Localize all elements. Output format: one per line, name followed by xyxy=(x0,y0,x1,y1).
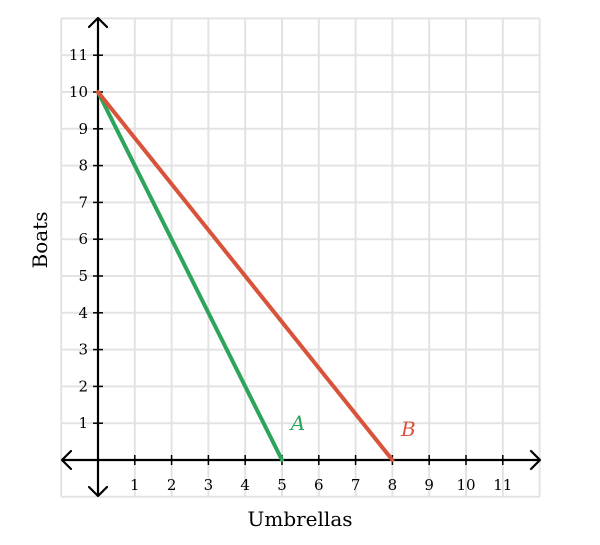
x-axis-title: Umbrellas xyxy=(248,507,353,531)
x-tick-label: 10 xyxy=(456,476,475,494)
y-tick-label: 2 xyxy=(78,377,88,395)
y-axis-title: Boats xyxy=(28,212,52,269)
x-tick-label: 5 xyxy=(277,476,287,494)
x-tick-label: 6 xyxy=(314,476,324,494)
y-tick-label: 11 xyxy=(69,46,88,64)
y-tick-label: 9 xyxy=(78,120,88,138)
series-line-b xyxy=(96,90,395,462)
series-label-b: B xyxy=(400,417,416,441)
x-tick-label: 9 xyxy=(424,476,434,494)
y-axis-arrow-up-icon xyxy=(87,16,109,29)
y-tick-label: 6 xyxy=(78,230,88,248)
y-tick-label: 4 xyxy=(78,304,88,322)
grid-layer xyxy=(60,17,541,498)
x-tick-label: 3 xyxy=(204,476,214,494)
x-axis-arrow-right-icon xyxy=(529,449,542,471)
axes-layer xyxy=(60,16,542,498)
y-axis-arrow-down-icon xyxy=(87,485,109,498)
y-tick-label: 5 xyxy=(78,267,88,285)
y-tick-label: 10 xyxy=(69,83,88,101)
x-axis-arrow-left-icon xyxy=(60,449,73,471)
y-tick-label: 7 xyxy=(78,193,88,211)
x-tick-label: 11 xyxy=(493,476,512,494)
y-tick-label: 3 xyxy=(78,341,88,359)
x-tick-label: 2 xyxy=(167,476,177,494)
series-label-a: A xyxy=(289,411,305,435)
y-tick-label: 8 xyxy=(78,157,88,175)
x-tick-label: 7 xyxy=(351,476,361,494)
y-tick-label: 1 xyxy=(78,414,88,432)
series-line-a xyxy=(96,90,284,462)
x-tick-label: 8 xyxy=(388,476,398,494)
x-tick-label: 4 xyxy=(240,476,250,494)
x-tick-label: 1 xyxy=(130,476,140,494)
